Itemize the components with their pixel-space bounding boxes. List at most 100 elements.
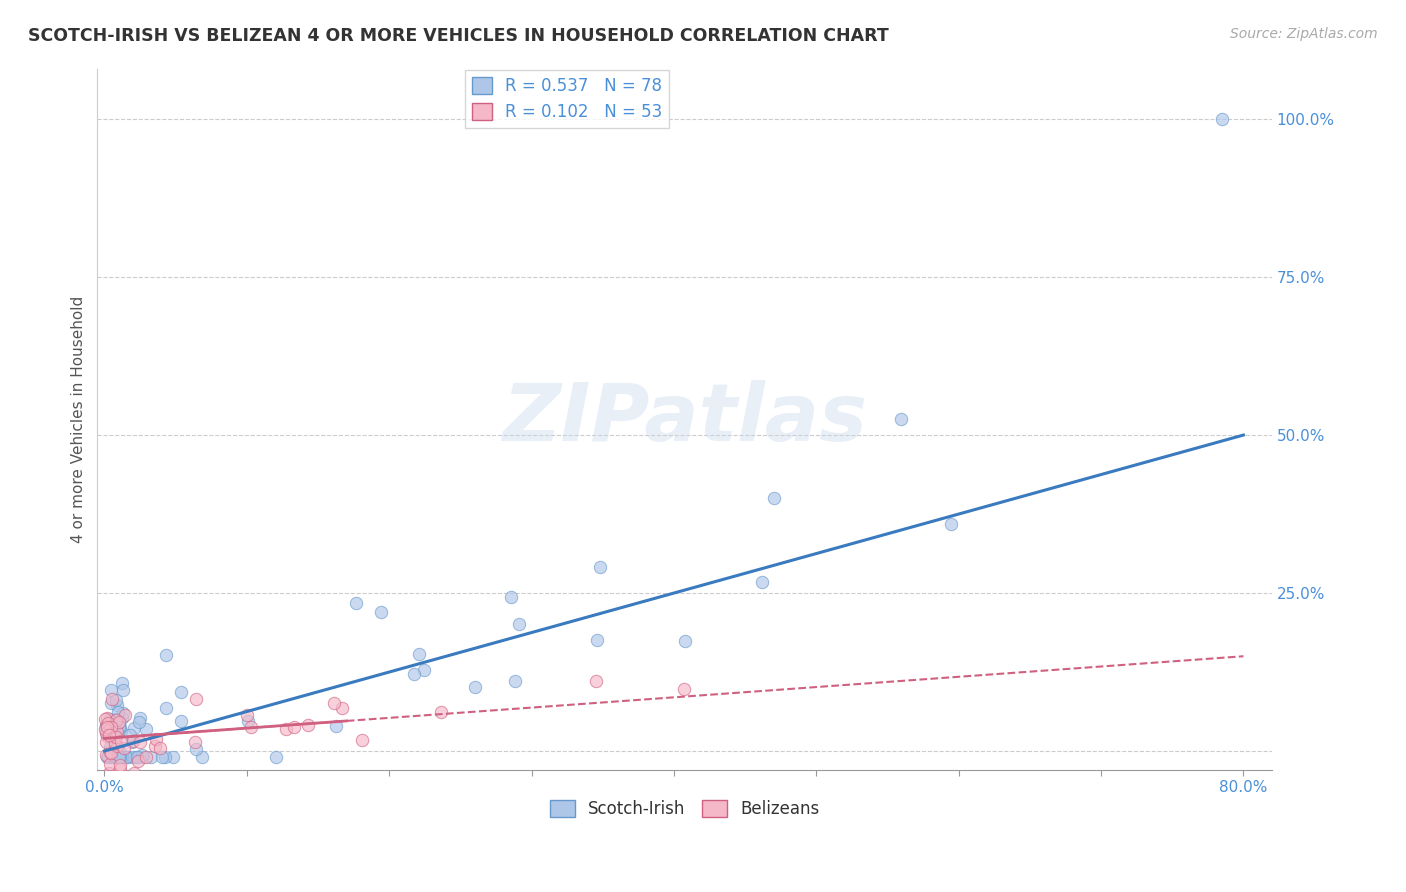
- Point: [98, 766, 121, 780]
- Point: [184, 742, 207, 756]
- Point: [98, 745, 121, 759]
- Text: SCOTCH-IRISH VS BELIZEAN 4 OR MORE VEHICLES IN HOUSEHOLD CORRELATION CHART: SCOTCH-IRISH VS BELIZEAN 4 OR MORE VEHIC…: [28, 27, 889, 45]
- Point: [129, 711, 152, 725]
- Point: [673, 634, 696, 648]
- Point: [125, 750, 148, 764]
- Point: [131, 747, 153, 762]
- Point: [100, 720, 122, 734]
- Point: [585, 673, 607, 688]
- Point: [155, 701, 177, 715]
- Point: [122, 765, 145, 780]
- Point: [96, 711, 118, 725]
- Legend: Scotch-Irish, Belizeans: Scotch-Irish, Belizeans: [543, 793, 827, 825]
- Point: [107, 750, 129, 764]
- Point: [107, 750, 129, 764]
- Point: [184, 691, 207, 706]
- Point: [115, 750, 138, 764]
- Point: [413, 663, 436, 677]
- Point: [508, 616, 530, 631]
- Point: [149, 741, 172, 756]
- Point: [103, 750, 125, 764]
- Point: [150, 750, 173, 764]
- Point: [114, 708, 136, 723]
- Point: [107, 705, 129, 719]
- Point: [105, 693, 128, 707]
- Point: [112, 741, 135, 756]
- Point: [96, 734, 118, 748]
- Point: [370, 605, 392, 619]
- Point: [97, 716, 120, 731]
- Point: [352, 732, 374, 747]
- Point: [672, 682, 695, 697]
- Point: [98, 712, 121, 726]
- Text: Source: ZipAtlas.com: Source: ZipAtlas.com: [1230, 27, 1378, 41]
- Point: [108, 745, 131, 759]
- Point: [108, 720, 131, 734]
- Point: [238, 714, 260, 728]
- Point: [104, 738, 127, 752]
- Point: [96, 720, 118, 734]
- Point: [112, 706, 135, 720]
- Point: [104, 725, 127, 739]
- Y-axis label: 4 or more Vehicles in Household: 4 or more Vehicles in Household: [72, 295, 86, 543]
- Point: [121, 735, 143, 749]
- Point: [111, 711, 134, 725]
- Point: [110, 723, 132, 738]
- Point: [96, 717, 118, 731]
- Point: [274, 723, 297, 737]
- Point: [96, 718, 118, 732]
- Point: [105, 713, 128, 727]
- Point: [191, 750, 214, 764]
- Point: [105, 698, 128, 712]
- Point: [105, 712, 128, 726]
- Point: [105, 750, 128, 764]
- Point: [325, 719, 347, 733]
- Point: [104, 736, 127, 750]
- Point: [112, 750, 135, 764]
- Point: [323, 697, 346, 711]
- Point: [501, 591, 523, 605]
- Point: [120, 728, 142, 742]
- Point: [112, 683, 135, 698]
- Point: [105, 739, 128, 753]
- Point: [98, 739, 121, 754]
- Point: [153, 750, 176, 764]
- Point: [121, 750, 143, 764]
- Point: [96, 729, 118, 743]
- Point: [104, 728, 127, 742]
- Point: [96, 747, 118, 762]
- Point: [105, 724, 128, 739]
- Point: [110, 734, 132, 748]
- Point: [145, 731, 167, 746]
- Text: ZIPatlas: ZIPatlas: [502, 380, 868, 458]
- Point: [111, 676, 134, 690]
- Point: [117, 750, 139, 764]
- Point: [430, 706, 453, 720]
- Point: [464, 680, 486, 694]
- Point: [751, 574, 773, 589]
- Point: [132, 750, 155, 764]
- Point: [330, 700, 353, 714]
- Point: [110, 750, 132, 764]
- Point: [240, 720, 263, 734]
- Point: [108, 750, 131, 764]
- Point: [97, 728, 120, 742]
- Point: [100, 697, 122, 711]
- Point: [890, 411, 912, 425]
- Point: [94, 726, 117, 740]
- Point: [108, 757, 131, 772]
- Point: [135, 722, 157, 736]
- Point: [122, 722, 145, 736]
- Point: [264, 750, 287, 764]
- Point: [135, 750, 157, 764]
- Point: [94, 725, 117, 739]
- Point: [105, 730, 128, 744]
- Point: [127, 755, 149, 769]
- Point: [97, 770, 120, 784]
- Point: [100, 683, 122, 698]
- Point: [184, 735, 207, 749]
- Point: [110, 762, 132, 776]
- Point: [344, 596, 367, 610]
- Point: [101, 750, 124, 764]
- Point: [128, 714, 150, 729]
